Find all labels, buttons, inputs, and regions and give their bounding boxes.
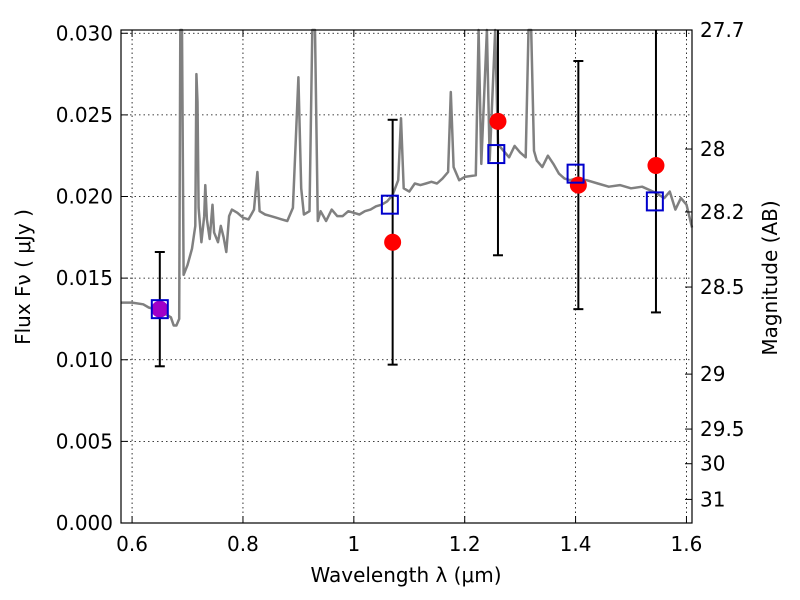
x-tick-label: 0.8 [227, 532, 259, 556]
observed-point [384, 233, 402, 251]
spectrum-line [121, 28, 694, 327]
right-tick-label: 31 [700, 487, 725, 511]
right-tick-label: 29 [700, 362, 725, 386]
axis-ticks [121, 29, 692, 524]
right-tick-label: 28.5 [700, 275, 745, 299]
data-points [151, 112, 665, 318]
y-axis-title: Flux Fν ( μJy ) [11, 209, 35, 345]
error-bars [154, 30, 661, 368]
right-tick-label: 28.2 [700, 200, 745, 224]
y-tick-label: 0.010 [56, 348, 113, 372]
x-axis-title: Wavelength λ (μm) [310, 563, 501, 587]
observed-point [569, 176, 587, 194]
x-tick-label: 1 [347, 532, 360, 556]
x-tick-label: 0.6 [116, 532, 148, 556]
right-axis-title: Magnitude (AB) [758, 200, 782, 355]
y-tick-label: 0.020 [56, 185, 113, 209]
y-tick-label: 0.000 [56, 511, 113, 535]
x-tick-label: 1.2 [449, 532, 481, 556]
model-photometry-squares [150, 144, 664, 320]
model-square [645, 191, 664, 212]
model-square [487, 144, 506, 165]
observed-point [647, 156, 665, 174]
model-square [380, 194, 399, 215]
right-tick-label: 29.5 [700, 417, 745, 441]
tick-labels: 0.6 0.8 1 1.2 1.4 1.6 0.000 0.005 0.010 0.015 0.02… [56, 18, 745, 556]
y-tick-label: 0.025 [56, 103, 113, 127]
model-spectrum [121, 28, 694, 327]
x-tick-label: 1.6 [671, 532, 703, 556]
x-tick-label: 1.4 [560, 532, 592, 556]
right-tick-label: 30 [700, 452, 725, 476]
grid-lines [121, 30, 692, 524]
y-tick-label: 0.015 [56, 266, 113, 290]
model-square [566, 163, 585, 184]
observed-point [151, 300, 169, 318]
right-tick-label: 27.7 [700, 18, 745, 42]
model-square [150, 299, 169, 320]
y-tick-label: 0.005 [56, 429, 113, 453]
observed-point [489, 112, 507, 130]
right-tick-label: 28 [700, 137, 725, 161]
plot-frame [120, 29, 693, 524]
y-tick-label: 0.030 [56, 21, 113, 45]
